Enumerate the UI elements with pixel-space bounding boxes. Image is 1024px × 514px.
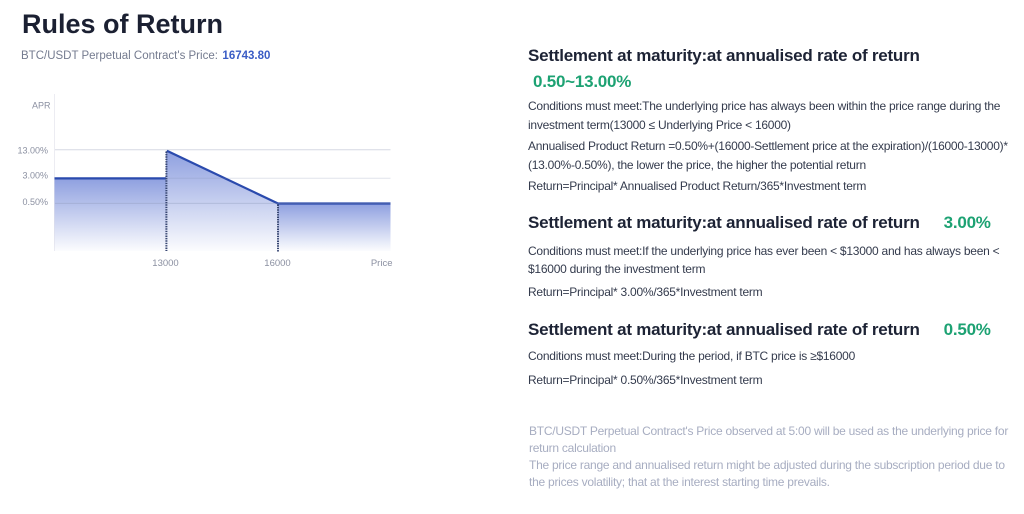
svg-text:16000: 16000: [264, 258, 290, 269]
svg-text:13.00%: 13.00%: [17, 146, 48, 156]
svg-text:0.50%: 0.50%: [22, 197, 48, 207]
svg-text:Price: Price: [371, 258, 393, 269]
svg-text:APR: APR: [32, 101, 51, 111]
svg-text:3.00%: 3.00%: [22, 171, 48, 181]
svg-text:13000: 13000: [152, 258, 178, 269]
